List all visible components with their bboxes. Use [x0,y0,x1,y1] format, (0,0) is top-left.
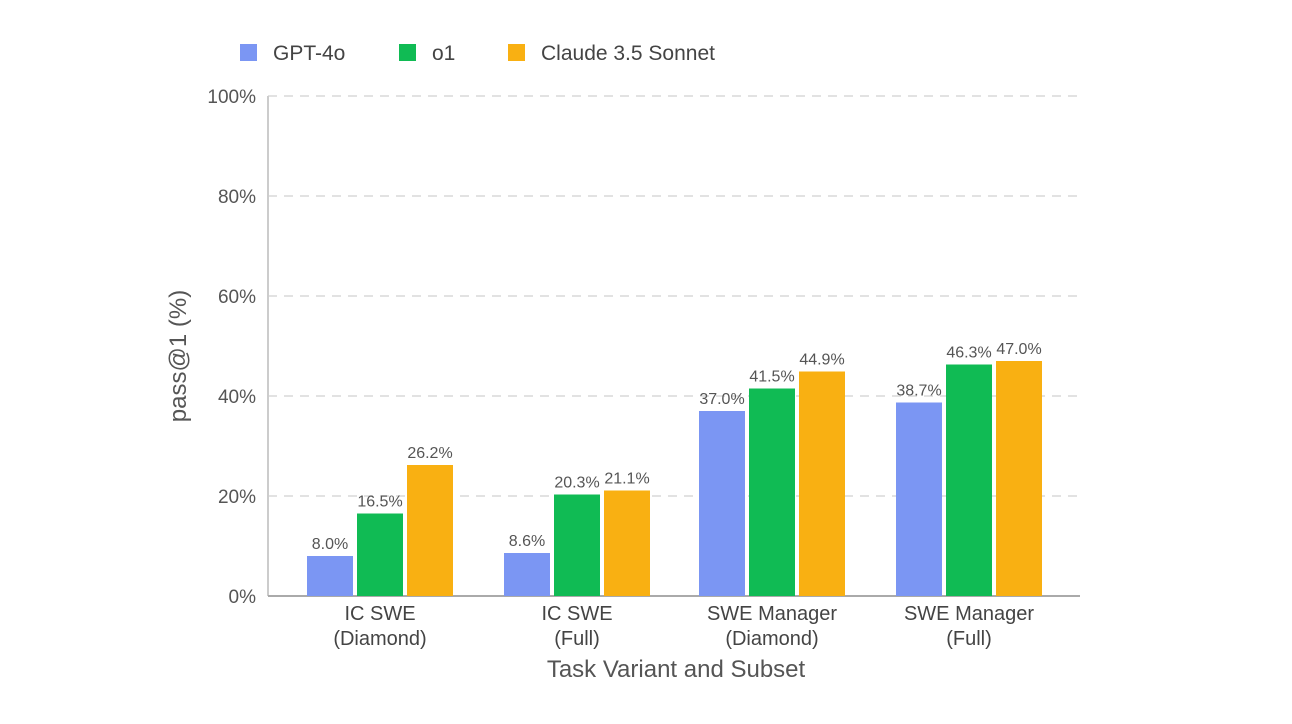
y-axis-title: pass@1 (%) [165,290,192,422]
bar-o1-1 [554,494,600,596]
y-tick-label: 20% [218,487,256,508]
bar-gpt-4o-2 [699,411,745,596]
x-tick-label: (Full) [554,628,600,650]
data-label: 8.0% [312,536,348,553]
x-tick-label: (Diamond) [725,628,818,650]
y-tick-label: 0% [229,587,257,608]
bar-o1-0 [357,513,403,596]
data-label: 16.5% [357,494,402,511]
x-tick-label: IC SWE [541,603,612,625]
bar-claude-3-5-sonnet-3 [996,361,1042,596]
data-label: 41.5% [749,369,794,386]
data-label: 37.0% [699,391,744,408]
bar-claude-3-5-sonnet-2 [799,371,845,596]
legend-label: Claude 3.5 Sonnet [541,42,715,65]
data-label: 38.7% [896,383,941,400]
x-tick-label: IC SWE [344,603,415,625]
bar-gpt-4o-0 [307,556,353,596]
y-tick-label: 80% [218,187,256,208]
data-label: 8.6% [509,533,545,550]
bar-claude-3-5-sonnet-1 [604,490,650,596]
y-tick-label: 60% [218,287,256,308]
data-label: 47.0% [996,341,1041,358]
y-tick-label: 100% [207,87,256,108]
legend-label: o1 [432,42,455,65]
data-label: 20.3% [554,475,599,492]
data-label: 46.3% [946,345,991,362]
bar-gpt-4o-1 [504,553,550,596]
bar-claude-3-5-sonnet-0 [407,465,453,596]
x-tick-label: SWE Manager [707,603,837,625]
bar-o1-2 [749,388,795,596]
x-tick-label: SWE Manager [904,603,1034,625]
legend-swatch [508,44,525,61]
data-label: 21.1% [604,471,649,488]
x-tick-label: (Diamond) [333,628,426,650]
legend-swatch [240,44,257,61]
x-tick-label: (Full) [946,628,992,650]
y-tick-label: 40% [218,387,256,408]
data-label: 26.2% [407,445,452,462]
legend-swatch [399,44,416,61]
legend-label: GPT-4o [273,42,345,65]
x-axis-title: Task Variant and Subset [547,656,806,683]
data-label: 44.9% [799,352,844,369]
bar-o1-3 [946,364,992,596]
bar-gpt-4o-3 [896,402,942,596]
